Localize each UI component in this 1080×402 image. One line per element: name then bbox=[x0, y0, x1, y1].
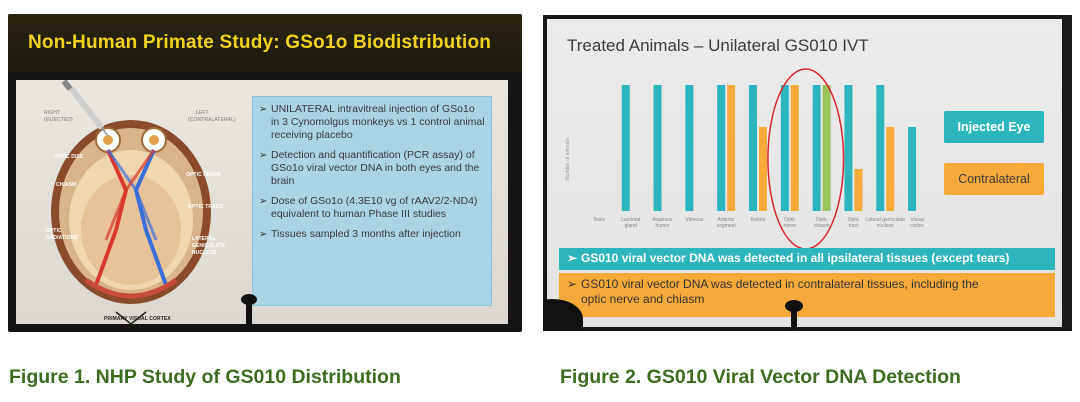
bar-injected-eye bbox=[685, 85, 694, 211]
arrow-bullet-icon: ➢ bbox=[567, 277, 578, 291]
label-optic-radiations-1: OPTIC bbox=[46, 228, 62, 234]
microphone-stand bbox=[246, 300, 252, 328]
arrow-bullet-icon: ➢ bbox=[259, 150, 268, 161]
x-tick-label: Optic bbox=[816, 217, 828, 223]
bar-injected-eye bbox=[780, 85, 789, 211]
label-right: RIGHT bbox=[44, 110, 61, 116]
x-tick-label: tract bbox=[849, 223, 859, 229]
x-tick-label: Retina bbox=[751, 217, 766, 223]
microphone-stand bbox=[791, 305, 797, 329]
label-lgn-2: GENICULATE bbox=[192, 243, 226, 249]
x-tick-label: Visual bbox=[910, 217, 924, 223]
bar-injected-eye bbox=[749, 85, 757, 211]
figure-2-slide-body: Treated Animals – Unilateral GS010 IVT N… bbox=[547, 19, 1062, 327]
banner-ipsilateral: ➢ GS010 viral vector DNA was detected in … bbox=[559, 248, 1055, 270]
legend-injected-eye: Injected Eye bbox=[944, 111, 1044, 143]
x-tick-label: nerve bbox=[784, 223, 797, 229]
label-lgn-1: LATERAL bbox=[192, 236, 216, 242]
x-tick-label: Vitreous bbox=[685, 217, 704, 223]
slide-title-band: Non-Human Primate Study: GSo1o Biodistri… bbox=[8, 14, 522, 72]
x-tick-label: segment bbox=[717, 223, 737, 229]
label-left: LEFT bbox=[196, 110, 209, 116]
bar-contralateral bbox=[759, 127, 767, 211]
bullet-item: ➢ Tissues sampled 3 months after injecti… bbox=[259, 228, 485, 241]
bullet-text: Detection and quantification (PCR assay)… bbox=[271, 149, 480, 187]
x-tick-label: humor bbox=[655, 223, 670, 229]
label-right-sub: (INJECTED) bbox=[44, 117, 73, 123]
figure-2-photo: Treated Animals – Unilateral GS010 IVT N… bbox=[543, 15, 1072, 331]
figure-1-photo: Non-Human Primate Study: GSo1o Biodistri… bbox=[8, 14, 522, 332]
x-tick-label: Aqueous bbox=[653, 217, 673, 223]
banner-contralateral-text-2: optic nerve and chiasm bbox=[581, 292, 705, 306]
bar-injected-eye bbox=[717, 85, 726, 211]
figure-2-slide-title: Treated Animals – Unilateral GS010 IVT bbox=[567, 36, 869, 55]
label-primary-visual-cortex: PRIMARY VISUAL CORTEX bbox=[104, 316, 171, 322]
arrow-bullet-icon: ➢ bbox=[567, 251, 578, 265]
x-tick-label: Optic bbox=[848, 217, 860, 223]
bar-injected-eye bbox=[621, 85, 630, 211]
bar-contralateral bbox=[727, 85, 736, 211]
label-chiasm: CHIASM bbox=[56, 182, 77, 188]
bar-injected-eye bbox=[908, 127, 917, 211]
figure-1-slide-title: Non-Human Primate Study: GSo1o Biodistri… bbox=[28, 32, 492, 53]
x-tick-label: Optic bbox=[784, 217, 796, 223]
bar-contralateral bbox=[886, 127, 895, 211]
label-optic-radiations-2: RADIATIONS bbox=[46, 235, 78, 241]
microphone-icon bbox=[241, 294, 257, 305]
banner-contralateral: ➢ GS010 viral vector DNA was detected in … bbox=[559, 273, 1055, 317]
arrow-bullet-icon: ➢ bbox=[259, 229, 268, 240]
banner-contralateral-text-1: GS010 viral vector DNA was detected in c… bbox=[581, 277, 979, 291]
bullet-text: Tissues sampled 3 months after injection bbox=[271, 228, 461, 240]
brain-illustration bbox=[51, 79, 211, 325]
bullet-item: ➢ Dose of GSo1o (4.3E10 vg of rAAV2/2-ND… bbox=[259, 195, 485, 221]
arrow-bullet-icon: ➢ bbox=[259, 196, 268, 207]
x-tick-label: Anterior bbox=[717, 217, 735, 223]
label-left-sub: (contralateral) bbox=[188, 117, 236, 123]
figure-1-slide-body: RIGHT (INJECTED) LEFT (contralateral) OP… bbox=[16, 79, 508, 325]
bar-contralateral bbox=[822, 85, 831, 211]
bar-injected-eye bbox=[876, 85, 885, 211]
bullet-item: ➢ UNILATERAL intravitreal injection of G… bbox=[259, 103, 485, 142]
figure-2-caption: Figure 2. GS010 Viral Vector DNA Detecti… bbox=[560, 366, 961, 388]
label-optic-tract: OPTIC TRACT bbox=[188, 204, 223, 210]
banner-ipsilateral-text: GS010 viral vector DNA was detected in a… bbox=[581, 251, 1010, 265]
bullet-text: Dose of GSo1o (4.3E10 vg of rAAV2/2-ND4)… bbox=[271, 195, 478, 220]
study-bullets: ➢ UNILATERAL intravitreal injection of G… bbox=[252, 96, 492, 306]
bar-injected-eye bbox=[844, 85, 853, 211]
x-tick-label: Lacrimal bbox=[621, 217, 640, 223]
label-lgn-3: NUCLEUS bbox=[192, 250, 217, 256]
bar-injected-eye bbox=[653, 85, 662, 211]
bar-contralateral bbox=[854, 169, 863, 211]
x-tick-label: gland bbox=[625, 223, 637, 229]
x-tick-label: Lateral geniculate bbox=[866, 217, 906, 223]
highlight-circle bbox=[767, 68, 845, 250]
y-axis-label: Number of animals bbox=[565, 138, 571, 180]
label-optic-disc: OPTIC DISC bbox=[54, 154, 84, 160]
bullet-text: UNILATERAL intravitreal injection of GSo… bbox=[271, 103, 485, 141]
x-tick-label: chiasm bbox=[814, 223, 830, 229]
arrow-bullet-icon: ➢ bbox=[259, 104, 268, 115]
x-tick-label: cortex bbox=[910, 223, 924, 229]
bullet-item: ➢ Detection and quantification (PCR assa… bbox=[259, 149, 485, 188]
label-optic-nerve: OPTIC NERVE bbox=[186, 172, 221, 178]
bar-injected-eye bbox=[812, 85, 821, 211]
brain-diagram: RIGHT (INJECTED) LEFT (contralateral) OP… bbox=[16, 79, 246, 325]
x-tick-label: Tears bbox=[593, 217, 606, 223]
bar-contralateral bbox=[790, 85, 799, 211]
figure-1-caption: Figure 1. NHP Study of GS010 Distributio… bbox=[9, 366, 401, 388]
legend-contralateral: Contralateral bbox=[944, 163, 1044, 195]
x-tick-label: nucleus bbox=[877, 223, 895, 229]
